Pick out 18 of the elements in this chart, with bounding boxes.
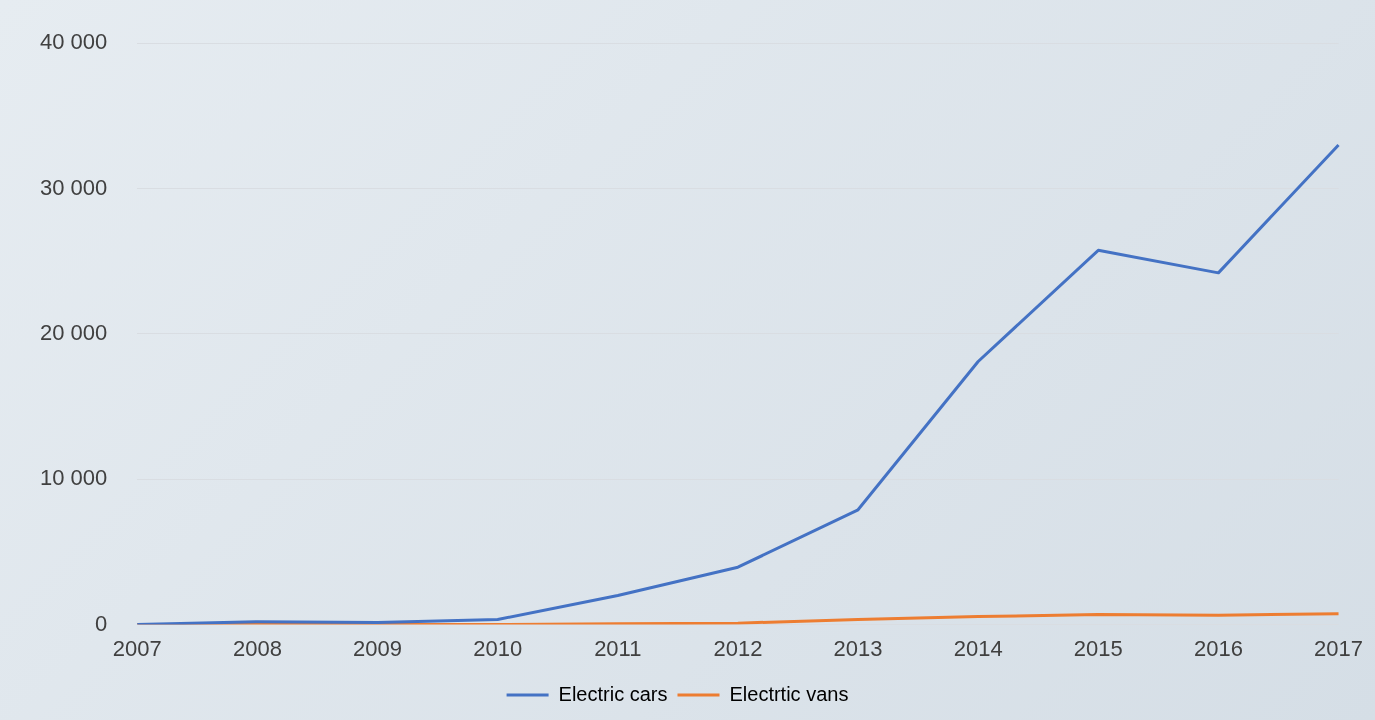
x-tick-label: 2007 (112, 635, 162, 661)
x-tick-label: 2008 (232, 635, 282, 661)
x-tick-label: 2013 (833, 635, 883, 661)
y-tick-label: 40 000 (39, 29, 108, 55)
y-tick-label: 10 000 (39, 465, 108, 491)
y-tick-label: 0 (95, 610, 108, 636)
x-tick-label: 2015 (1073, 635, 1123, 661)
x-tick-label: 2012 (713, 635, 763, 661)
legend-label: Electrtic vans (729, 682, 849, 705)
x-tick-label: 2011 (594, 635, 642, 661)
y-tick-label: 30 000 (39, 174, 108, 200)
y-tick-label: 20 000 (39, 319, 108, 345)
x-tick-label: 2016 (1193, 635, 1243, 661)
x-tick-label: 2017 (1314, 635, 1364, 661)
x-tick-label: 2009 (353, 635, 403, 661)
x-tick-label: 2010 (473, 635, 523, 661)
legend-label: Electric cars (558, 682, 668, 705)
x-tick-label: 2014 (953, 635, 1003, 661)
